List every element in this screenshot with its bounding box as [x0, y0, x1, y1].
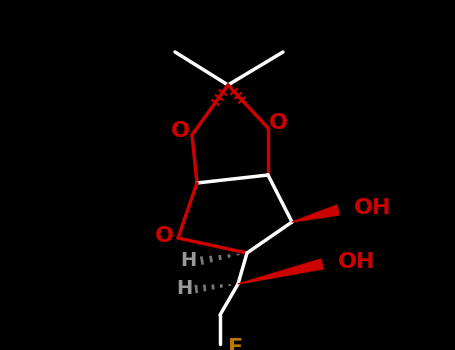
Text: O: O — [155, 226, 173, 246]
Text: OH: OH — [338, 252, 375, 272]
Text: O: O — [171, 121, 189, 141]
Text: O: O — [268, 113, 288, 133]
Polygon shape — [292, 205, 339, 222]
Polygon shape — [238, 259, 323, 284]
Text: H: H — [176, 279, 192, 298]
Text: OH: OH — [354, 198, 391, 218]
Text: H: H — [181, 251, 197, 270]
Text: F: F — [228, 338, 243, 350]
